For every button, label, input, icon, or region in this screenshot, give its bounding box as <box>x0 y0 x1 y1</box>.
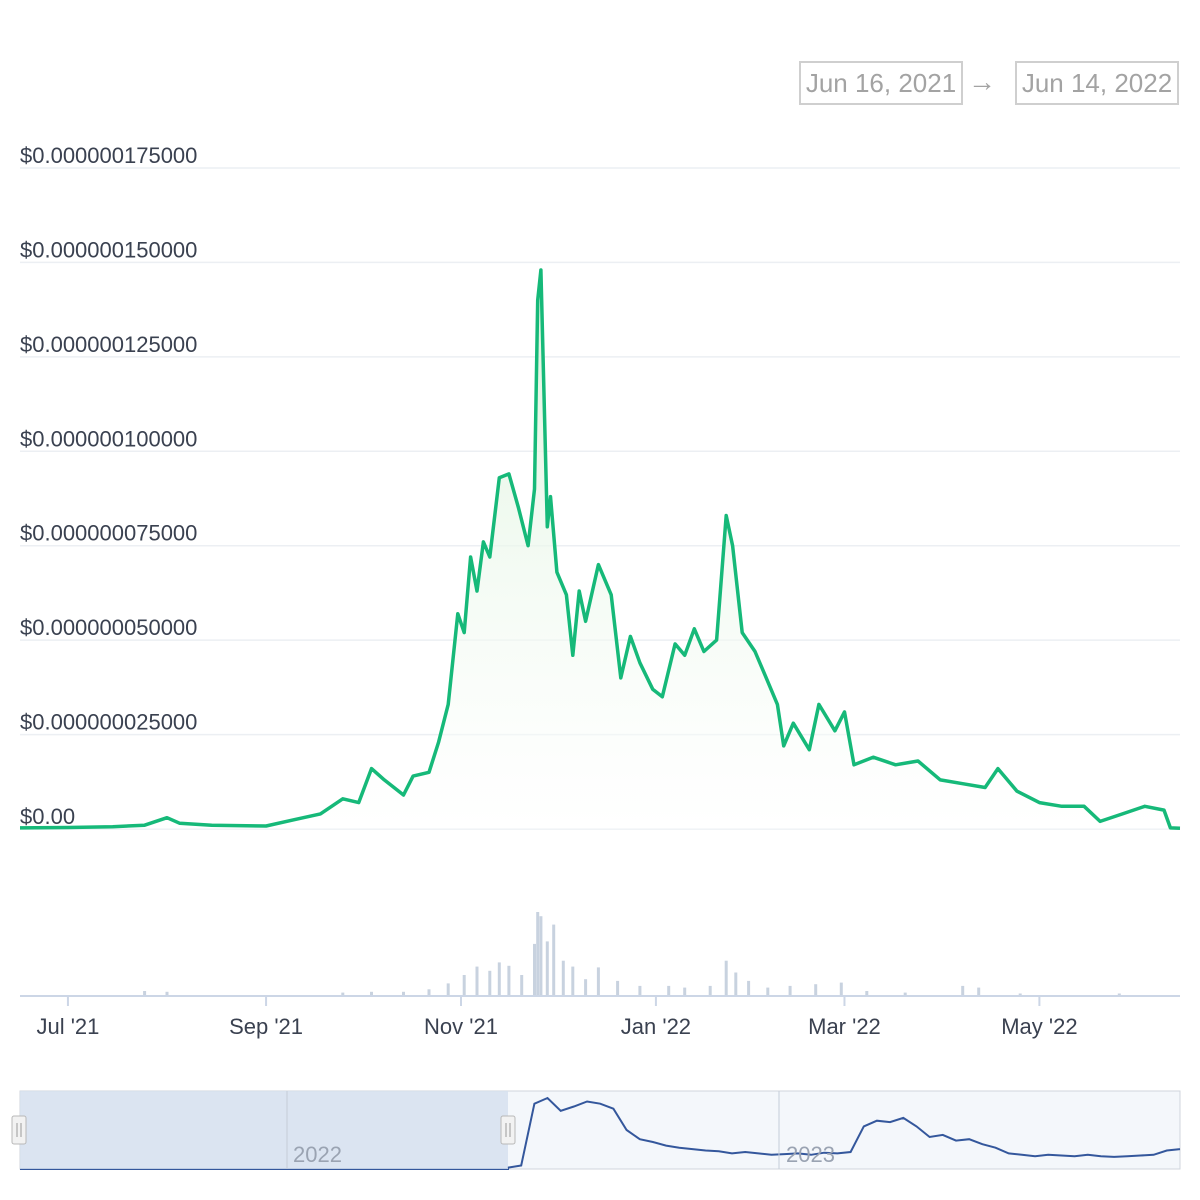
volume-bar <box>747 980 751 996</box>
volume-bar <box>596 967 600 996</box>
x-tick-label: Nov '21 <box>424 1014 498 1039</box>
x-tick-label: May '22 <box>1001 1014 1077 1039</box>
y-tick-label: $0.000000075000 <box>20 521 197 546</box>
volume-bar <box>545 941 549 996</box>
volume-bar <box>475 966 479 996</box>
price-area-fill <box>20 270 1180 829</box>
volume-bar <box>462 975 466 996</box>
x-axis-ticks: Jul '21 Sep '21 Nov '21 Jan '22 Mar '22 May '… <box>36 996 1078 1039</box>
date-range-start-input[interactable]: Jun 16, 2021 <box>799 61 963 105</box>
navigator-label-2022: 2022 <box>293 1142 342 1167</box>
volume-bar <box>724 960 728 996</box>
volume-bar <box>143 991 147 996</box>
y-tick-label: $0.000000025000 <box>20 710 197 735</box>
volume-bar <box>638 985 642 996</box>
volume-bar <box>370 991 373 996</box>
y-tick-label: $0.000000125000 <box>20 332 197 357</box>
volume-bar <box>903 992 907 996</box>
y-tick-label: $0.000000050000 <box>20 615 197 640</box>
volume-bar <box>1018 993 1022 996</box>
x-tick-label: Jul '21 <box>36 1014 99 1039</box>
y-tick-label: $0.000000150000 <box>20 237 197 262</box>
volume-bar <box>616 980 620 996</box>
volume-bar <box>977 987 981 996</box>
volume-bar <box>561 960 565 996</box>
y-axis-ticks: $0.00 $0.000000025000 $0.000000050000 $0.00… <box>20 143 197 829</box>
y-tick-label: $0.00 <box>20 804 75 829</box>
volume-bar <box>427 989 431 996</box>
volume-bar <box>488 970 492 996</box>
range-navigator[interactable]: 2022 2023 <box>11 1090 1181 1170</box>
y-tick-label: $0.000000100000 <box>20 426 197 451</box>
volume-bar <box>552 924 556 996</box>
y-tick-label: $0.000000175000 <box>20 143 197 168</box>
volume-bar <box>165 991 169 996</box>
volume-bar <box>788 985 792 996</box>
volume-bar <box>571 966 575 996</box>
volume-bar <box>533 943 536 996</box>
volume-bars <box>143 912 1121 996</box>
volume-bar <box>766 987 770 996</box>
price-line <box>19 268 1181 830</box>
volume-bar <box>683 987 687 996</box>
volume-bar <box>507 965 511 996</box>
volume-bar <box>497 962 501 996</box>
volume-bar <box>667 985 671 996</box>
navigator-right-handle[interactable] <box>500 1115 516 1145</box>
volume-bar <box>814 984 818 996</box>
volume-bar <box>584 979 588 996</box>
volume-bar <box>865 991 869 996</box>
volume-bar <box>839 982 843 996</box>
date-range-arrow: → <box>968 66 996 97</box>
volume-bar <box>446 983 450 996</box>
volume-bar <box>1117 993 1121 996</box>
volume-bar <box>708 985 712 996</box>
navigator-label-2023: 2023 <box>786 1142 835 1167</box>
navigator-line <box>20 1096 1181 1170</box>
date-range-end-input[interactable]: Jun 14, 2022 <box>1015 61 1179 105</box>
volume-bar <box>539 916 543 996</box>
navigator-selection[interactable] <box>20 1091 508 1169</box>
volume-bar <box>402 991 405 996</box>
x-tick-label: Sep '21 <box>229 1014 303 1039</box>
volume-bar <box>961 985 965 996</box>
navigator-left-handle[interactable] <box>11 1115 27 1145</box>
volume-bar <box>734 972 738 996</box>
x-tick-label: Mar '22 <box>808 1014 881 1039</box>
x-tick-label: Jan '22 <box>621 1014 691 1039</box>
volume-bar <box>536 912 540 996</box>
volume-bar <box>520 975 524 996</box>
volume-bar <box>341 992 345 996</box>
